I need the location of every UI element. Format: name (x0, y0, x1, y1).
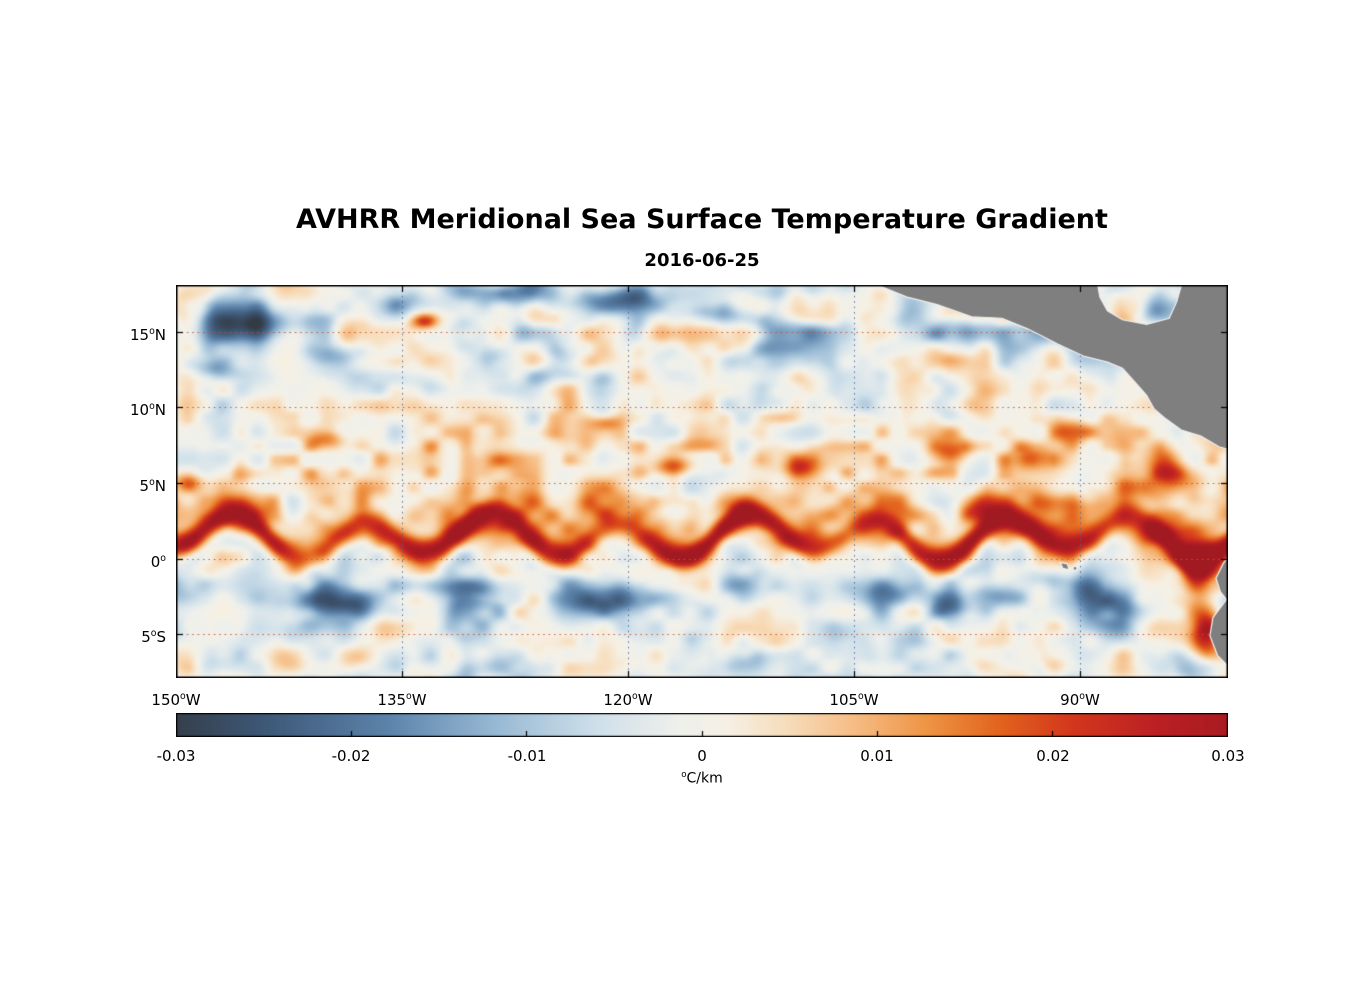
y-tick-label: 15oN (129, 326, 166, 344)
x-tick-label: 150oW (151, 691, 201, 709)
colorbar (176, 713, 1228, 737)
colorbar-tick-label: 0.03 (1211, 747, 1245, 765)
x-tick-label: 135oW (377, 691, 427, 709)
chart-title: AVHRR Meridional Sea Surface Temperature… (296, 204, 1108, 235)
x-tick-label: 90oW (1060, 691, 1100, 709)
colorbar-gradient (176, 713, 1228, 737)
y-tick-label: 0o (150, 553, 166, 571)
colorbar-tick-label: -0.01 (507, 747, 547, 765)
degree-symbol: o (681, 770, 687, 780)
y-tick-label: 10oN (129, 401, 166, 419)
colorbar-unit-label: oC/km (176, 770, 1228, 787)
x-tick-label: 120oW (603, 691, 653, 709)
x-tick-label: 105oW (829, 691, 879, 709)
colorbar-tick-label: -0.03 (156, 747, 196, 765)
sst-gradient-heatmap (176, 285, 1228, 678)
y-tick-label: 5oN (139, 477, 166, 495)
map-plot-area (176, 285, 1228, 678)
colorbar-tick-label: 0.01 (860, 747, 894, 765)
y-tick-label: 5oS (141, 628, 166, 646)
colorbar-tick-label: -0.02 (331, 747, 371, 765)
chart-date-subtitle: 2016-06-25 (644, 250, 760, 271)
unit-text: C/km (686, 770, 723, 787)
colorbar-tick-label: 0 (697, 747, 707, 765)
colorbar-tick-label: 0.02 (1036, 747, 1070, 765)
